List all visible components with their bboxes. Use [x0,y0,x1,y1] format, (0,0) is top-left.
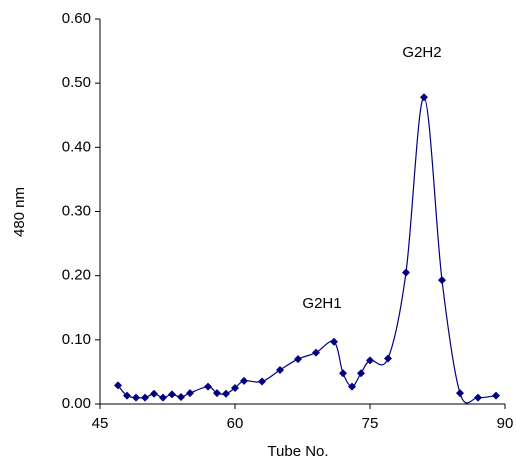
data-line [117,96,497,404]
marker [492,391,500,400]
y-tick-label: 0.20 [62,267,91,284]
marker [312,348,320,357]
marker [240,376,248,385]
marker [150,389,158,398]
marker [159,393,167,402]
marker [420,93,428,102]
x-axis-label: Tube No. [267,443,328,460]
marker [258,377,266,386]
marker [357,369,365,378]
y-tick-label: 0.00 [62,395,91,412]
annotation: G2H2 [402,44,441,61]
marker [348,382,356,391]
y-tick-label: 0.10 [62,331,91,348]
marker [402,268,410,277]
marker [339,369,347,378]
marker [366,356,374,365]
marker [123,391,131,400]
marker [384,354,392,363]
marker [132,393,140,402]
x-tick-label: 45 [92,415,109,432]
marker [276,365,284,374]
marker [330,337,338,346]
marker [141,393,149,402]
x-tick-label: 75 [362,415,379,432]
marker [438,276,446,285]
y-axis-label: 480 nm [11,187,28,237]
marker [294,355,302,364]
y-tick-label: 0.30 [62,202,91,219]
marker [231,383,239,392]
marker [177,392,185,401]
marker [186,389,194,398]
x-tick-label: 90 [497,415,514,432]
y-tick-label: 0.60 [62,10,91,27]
marker [204,382,212,391]
marker [474,393,482,402]
marker [213,389,221,398]
x-tick-label: 60 [227,415,244,432]
y-tick-label: 0.50 [62,74,91,91]
marker [168,390,176,399]
y-tick-label: 0.40 [62,138,91,155]
marker [456,389,464,398]
marker [222,389,230,398]
marker [114,381,122,390]
annotation: G2H1 [302,295,341,312]
